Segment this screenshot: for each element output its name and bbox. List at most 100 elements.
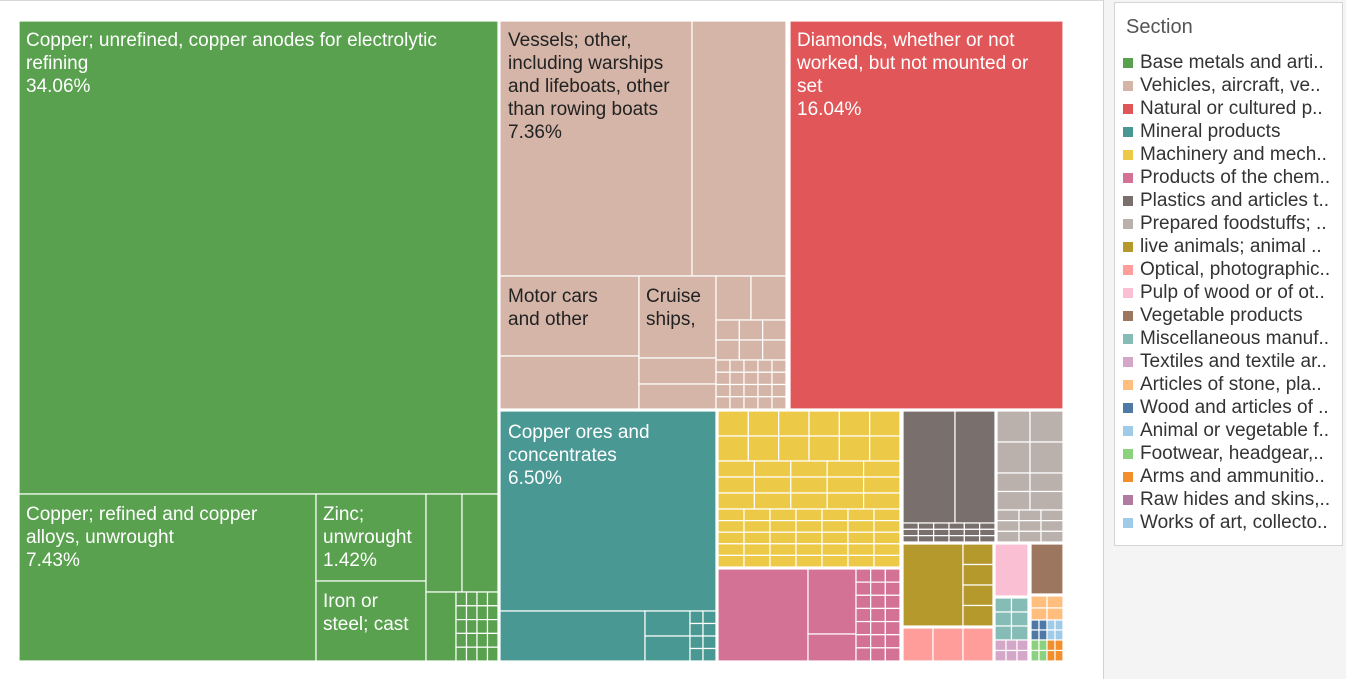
treemap-small-tile[interactable] [455,618,468,634]
treemap-small-tile[interactable] [870,647,886,662]
treemap-small-tile[interactable] [644,610,691,637]
legend-item[interactable]: Mineral products [1115,120,1344,143]
treemap-small-tile[interactable] [963,535,981,543]
treemap-small-tile[interactable] [994,597,1013,613]
treemap-small-tile[interactable] [1040,530,1064,543]
treemap-small-tile[interactable] [757,359,773,373]
treemap-small-tile[interactable] [465,605,478,621]
treemap-small-tile[interactable] [1030,629,1040,641]
treemap-small-tile[interactable] [996,520,1020,532]
treemap-tile[interactable] [954,410,996,524]
treemap-small-tile[interactable] [715,396,731,410]
treemap-small-tile[interactable] [455,605,468,621]
treemap-small-tile[interactable] [862,460,901,478]
treemap-small-tile[interactable] [465,591,478,607]
treemap-small-tile[interactable] [1010,611,1029,627]
treemap-small-tile[interactable] [963,528,981,537]
treemap-small-tile[interactable] [838,410,871,437]
treemap-small-tile[interactable] [757,396,773,410]
treemap-small-tile[interactable] [994,625,1013,641]
treemap-small-tile[interactable] [870,607,886,623]
treemap-small-tile[interactable] [870,581,886,596]
treemap-small-tile[interactable] [689,647,704,662]
treemap-small-tile[interactable] [778,435,810,462]
treemap-small-tile[interactable] [962,627,994,662]
legend-item[interactable]: Arms and ammunitio.. [1115,465,1344,488]
treemap-tile[interactable] [807,633,857,662]
treemap-small-tile[interactable] [743,359,759,373]
treemap-tile[interactable] [789,20,1064,410]
treemap-small-tile[interactable] [476,605,489,621]
treemap-small-tile[interactable] [996,472,1031,493]
treemap-small-tile[interactable] [778,410,810,437]
treemap-small-tile[interactable] [743,554,771,568]
treemap-small-tile[interactable] [979,528,996,537]
treemap-small-tile[interactable] [455,591,468,607]
treemap-small-tile[interactable] [884,620,901,636]
treemap-tile[interactable] [499,610,646,662]
treemap-tile[interactable] [461,493,499,593]
treemap-small-tile[interactable] [743,371,759,386]
treemap-tile[interactable] [638,383,717,410]
treemap-small-tile[interactable] [715,319,740,341]
treemap-small-tile[interactable] [769,543,797,556]
treemap-small-tile[interactable] [455,646,468,662]
legend-item[interactable]: Textiles and textile ar.. [1115,350,1344,373]
treemap-small-tile[interactable] [873,531,901,545]
treemap-small-tile[interactable] [769,554,797,568]
treemap-small-tile[interactable] [717,410,749,437]
treemap-small-tile[interactable] [717,435,749,462]
treemap-small-tile[interactable] [994,639,1007,652]
treemap-tile[interactable] [638,357,717,385]
treemap-small-tile[interactable] [1054,629,1064,641]
treemap-small-tile[interactable] [1054,649,1064,662]
treemap-small-tile[interactable] [1054,619,1064,631]
treemap-small-tile[interactable] [1038,629,1048,641]
treemap-small-tile[interactable] [771,359,787,373]
treemap-small-tile[interactable] [902,522,919,530]
treemap-small-tile[interactable] [715,383,731,398]
treemap-small-tile[interactable] [994,649,1007,662]
treemap-small-tile[interactable] [902,528,919,537]
treemap-small-tile[interactable] [855,634,872,649]
treemap-tile[interactable] [425,493,463,593]
treemap-small-tile[interactable] [743,519,771,533]
treemap-small-tile[interactable] [884,581,901,596]
treemap-small-tile[interactable] [948,535,965,543]
legend-item[interactable]: Pulp of wood or of ot.. [1115,281,1344,304]
treemap-small-tile[interactable] [996,410,1031,443]
treemap-small-tile[interactable] [962,543,994,566]
treemap-small-tile[interactable] [869,410,901,437]
treemap-small-tile[interactable] [1018,509,1042,522]
treemap-small-tile[interactable] [743,543,771,556]
treemap-small-tile[interactable] [476,618,489,634]
treemap-small-tile[interactable] [821,554,849,568]
treemap-small-tile[interactable] [762,319,787,341]
treemap-small-tile[interactable] [873,519,901,533]
treemap-small-tile[interactable] [790,476,828,494]
treemap-small-tile[interactable] [847,543,875,556]
treemap-small-tile[interactable] [743,396,759,410]
treemap-small-tile[interactable] [996,490,1031,511]
treemap-small-tile[interactable] [847,508,875,522]
treemap-small-tile[interactable] [1046,639,1056,652]
treemap-small-tile[interactable] [771,383,787,398]
treemap-small-tile[interactable] [455,632,468,648]
treemap-small-tile[interactable] [1005,639,1018,652]
treemap-small-tile[interactable] [826,460,865,478]
treemap-small-tile[interactable] [963,522,981,530]
treemap-small-tile[interactable] [1040,520,1064,532]
treemap-small-tile[interactable] [902,627,934,662]
treemap-small-tile[interactable] [870,620,886,636]
treemap-small-tile[interactable] [486,632,499,648]
treemap-small-tile[interactable] [795,554,823,568]
treemap-small-tile[interactable] [838,435,871,462]
treemap-tile[interactable] [638,275,717,359]
treemap-small-tile[interactable] [870,634,886,649]
treemap-small-tile[interactable] [808,410,840,437]
treemap-small-tile[interactable] [689,622,704,637]
treemap-small-tile[interactable] [933,522,950,530]
treemap-small-tile[interactable] [757,371,773,386]
treemap-small-tile[interactable] [884,568,901,583]
treemap-small-tile[interactable] [747,435,780,462]
